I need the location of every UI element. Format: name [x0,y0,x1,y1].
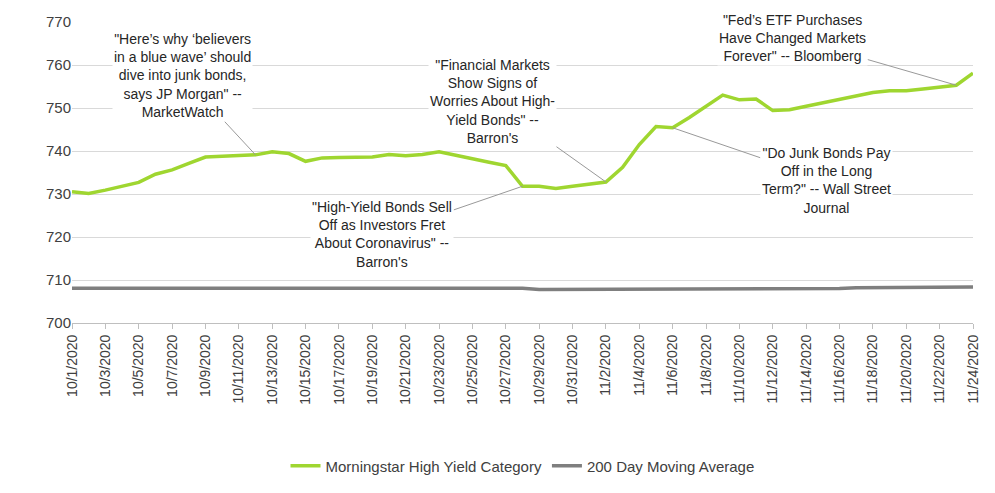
svg-text:"Fed’s ETF PurchasesHave Chang: "Fed’s ETF PurchasesHave Changed Markets… [719,12,866,64]
svg-text:10/21/2020: 10/21/2020 [397,334,413,404]
svg-text:11/18/2020: 11/18/2020 [864,334,880,403]
svg-text:740: 740 [46,142,71,159]
svg-text:Morningstar High Yield Categor: Morningstar High Yield Category [326,458,542,475]
svg-text:11/20/2020: 11/20/2020 [898,334,914,403]
svg-text:10/3/2020: 10/3/2020 [97,334,113,396]
svg-text:10/5/2020: 10/5/2020 [130,334,146,396]
svg-text:10/27/2020: 10/27/2020 [497,334,513,404]
svg-text:"Do Junk Bonds PayOff in the L: "Do Junk Bonds PayOff in the LongTerm?" … [762,145,891,216]
svg-text:11/14/2020: 11/14/2020 [798,334,814,403]
svg-text:11/2/2020: 11/2/2020 [597,334,613,395]
svg-text:10/11/2020: 10/11/2020 [230,334,246,403]
svg-text:11/10/2020: 11/10/2020 [731,334,747,403]
svg-text:750: 750 [46,99,71,116]
svg-text:10/1/2020: 10/1/2020 [64,334,80,396]
svg-text:10/31/2020: 10/31/2020 [564,334,580,404]
svg-text:760: 760 [46,56,71,73]
svg-text:11/16/2020: 11/16/2020 [831,334,847,403]
svg-text:10/25/2020: 10/25/2020 [464,334,480,404]
svg-text:11/4/2020: 11/4/2020 [631,334,647,395]
svg-text:710: 710 [46,271,71,288]
svg-text:11/22/2020: 11/22/2020 [931,334,947,403]
svg-text:"High-Yield Bonds SellOff as I: "High-Yield Bonds SellOff as Investors F… [312,199,452,270]
svg-text:10/9/2020: 10/9/2020 [197,334,213,396]
svg-text:700: 700 [46,314,71,331]
svg-text:10/7/2020: 10/7/2020 [164,334,180,396]
svg-text:10/19/2020: 10/19/2020 [364,334,380,404]
svg-text:11/24/2020: 11/24/2020 [965,334,981,403]
svg-text:10/23/2020: 10/23/2020 [431,334,447,404]
svg-text:"Financial MarketsShow Signs o: "Financial MarketsShow Signs ofWorries A… [430,57,555,146]
svg-text:10/13/2020: 10/13/2020 [264,334,280,404]
svg-text:720: 720 [46,228,71,245]
svg-text:11/8/2020: 11/8/2020 [698,334,714,395]
svg-text:10/15/2020: 10/15/2020 [297,334,313,404]
svg-text:10/29/2020: 10/29/2020 [531,334,547,404]
svg-text:11/12/2020: 11/12/2020 [764,334,780,403]
svg-text:11/6/2020: 11/6/2020 [664,334,680,395]
svg-text:"Here’s why ‘believersin a blu: "Here’s why ‘believersin a blue wave’ sh… [114,31,251,120]
svg-text:10/17/2020: 10/17/2020 [331,334,347,404]
svg-text:200 Day Moving Average: 200 Day Moving Average [587,458,754,475]
svg-text:770: 770 [46,13,71,30]
svg-text:730: 730 [46,185,71,202]
